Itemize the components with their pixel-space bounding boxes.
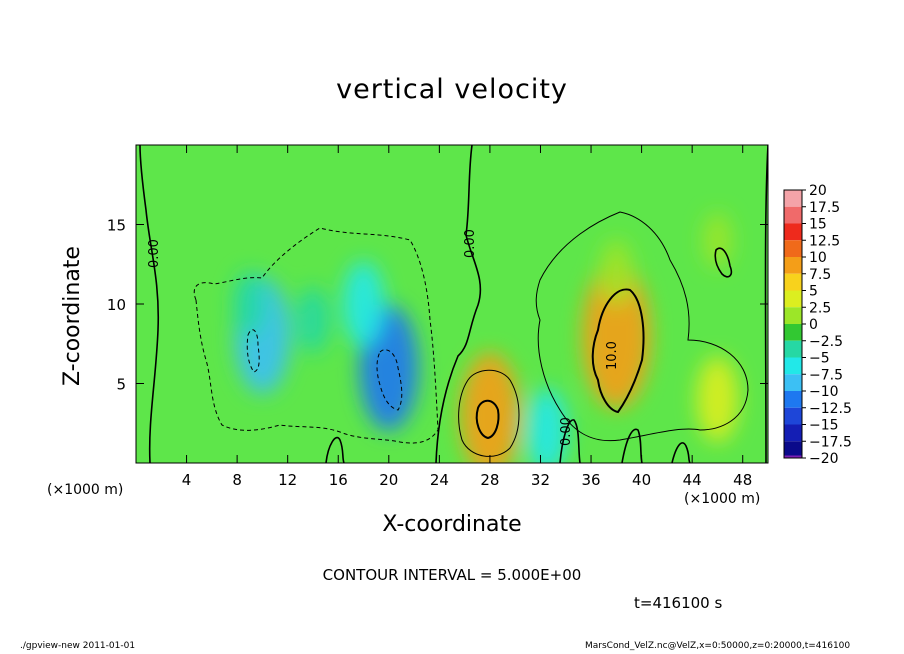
x-axis-ticks: 4 8 12 16 20 24 28 32 36 40 44 48 (182, 145, 752, 489)
bottom-contour-a (325, 436, 345, 463)
velocity-cell (703, 212, 732, 269)
x-tick-label: 28 (480, 471, 499, 489)
colorbar-swatch (784, 407, 802, 425)
bottom-contour-b (559, 419, 581, 463)
colorbar-swatch (784, 290, 802, 308)
time-label: t=416100 s (634, 594, 723, 612)
colorbar-swatch (784, 340, 802, 358)
x-tick-label: 12 (278, 471, 297, 489)
y-tick-label: 10 (107, 296, 126, 314)
colorbar-label: −20 (809, 451, 839, 467)
velocity-cell (599, 239, 633, 306)
x-axis-label: X-coordinate (382, 512, 522, 537)
colorbar-label: 2.5 (809, 300, 831, 316)
chart-title: vertical velocity (336, 74, 568, 105)
colorbar-swatch (784, 424, 802, 442)
pos-contour-east (535, 211, 749, 442)
x-tick-label: 8 (232, 471, 242, 489)
colorbar-swatch (784, 455, 802, 458)
x-tick-label: 48 (733, 471, 752, 489)
colorbar-swatch (784, 441, 802, 458)
velocity-cell (296, 286, 330, 353)
velocity-cell (233, 271, 267, 337)
neg-contour-core-west (246, 329, 260, 373)
contour-lines (139, 145, 768, 463)
x-tick-label: 20 (379, 471, 398, 489)
velocity-cell (460, 352, 520, 463)
y-tick-label: 5 (116, 376, 126, 394)
colorbar-label: 20 (809, 183, 827, 199)
zero-contour-right (764, 145, 768, 463)
y-axis-ticks: 5 10 15 (107, 217, 768, 394)
contour-label: 10.0 (605, 341, 620, 370)
pos-contour-west-core (475, 399, 500, 440)
colorbar-label: 17.5 (809, 200, 840, 216)
footer-right: MarsCond_VelZ.nc@VelZ,x=0:50000,z=0:2000… (585, 641, 851, 651)
colorbar-swatch (784, 273, 802, 291)
colorbar-label: 12.5 (809, 233, 840, 249)
bottom-contour-c (621, 428, 643, 463)
colorbar-label: −15 (809, 418, 839, 434)
contour-interval-note: CONTOUR INTERVAL = 5.000E+00 (322, 566, 582, 584)
zero-contour-left (139, 145, 160, 463)
colorbar-label: 7.5 (809, 267, 831, 283)
x-axis-unit-left: (×1000 m) (47, 482, 124, 498)
x-tick-label: 16 (329, 471, 348, 489)
contour-label: 0.00 (559, 417, 574, 446)
colorbar-label: −5 (809, 351, 830, 367)
colorbar-label: 0 (809, 317, 818, 333)
velocity-cell (525, 388, 568, 463)
velocity-cell (582, 262, 651, 409)
colorbar-label: 15 (809, 217, 827, 233)
pos-contour-cell (714, 247, 733, 278)
x-tick-label: 4 (182, 471, 192, 489)
colorbar-swatch (784, 324, 802, 341)
contour-labels: 0.00 0.00 0.00 10.0 (147, 229, 620, 446)
plot-background (136, 145, 768, 463)
velocity-field (233, 212, 739, 463)
x-tick-label: 40 (632, 471, 651, 489)
bottom-contour-d (671, 442, 691, 463)
colorbar-swatch (784, 307, 802, 324)
colorbar-swatch (784, 190, 802, 207)
colorbar-label: −2.5 (809, 334, 843, 350)
neg-contour-west (193, 227, 439, 444)
x-tick-label: 36 (581, 471, 600, 489)
colorbar-label: −10 (809, 384, 839, 400)
colorbar-label: 5 (809, 284, 818, 300)
x-tick-label: 44 (683, 471, 702, 489)
velocity-cell (342, 261, 385, 347)
colorbar-label: −12.5 (809, 401, 852, 417)
colorbar-swatch (784, 391, 802, 408)
contour-label: 0.00 (147, 239, 162, 268)
plot-area: 0.00 0.00 0.00 10.0 (136, 145, 768, 463)
colorbar-swatch (784, 240, 802, 257)
footer-left: ./gpview-new 2011-01-01 (20, 641, 136, 651)
pos-contour-east-core (591, 288, 645, 414)
colorbar-label: −17.5 (809, 434, 852, 450)
zero-contour-middle (435, 145, 482, 463)
colorbar-label: −7.5 (809, 367, 843, 383)
colorbar-label: 10 (809, 250, 827, 266)
y-tick-label: 15 (107, 217, 126, 235)
colorbar-swatch (784, 206, 802, 224)
colorbar: 2017.51512.5107.552.50−2.5−5−7.5−10−12.5… (783, 183, 852, 467)
x-tick-label: 24 (430, 471, 449, 489)
colorbar-swatch (784, 257, 802, 274)
x-tick-label: 32 (531, 471, 550, 489)
contour-label: 0.00 (463, 229, 478, 258)
colorbar-swatch (784, 223, 802, 241)
velocity-cell (696, 356, 739, 443)
x-axis-unit-right: (×1000 m) (684, 491, 761, 507)
pos-contour-west (458, 369, 520, 457)
colorbar-swatch (784, 357, 802, 375)
neg-contour-core-east (376, 349, 403, 411)
colorbar-swatch (784, 374, 802, 391)
